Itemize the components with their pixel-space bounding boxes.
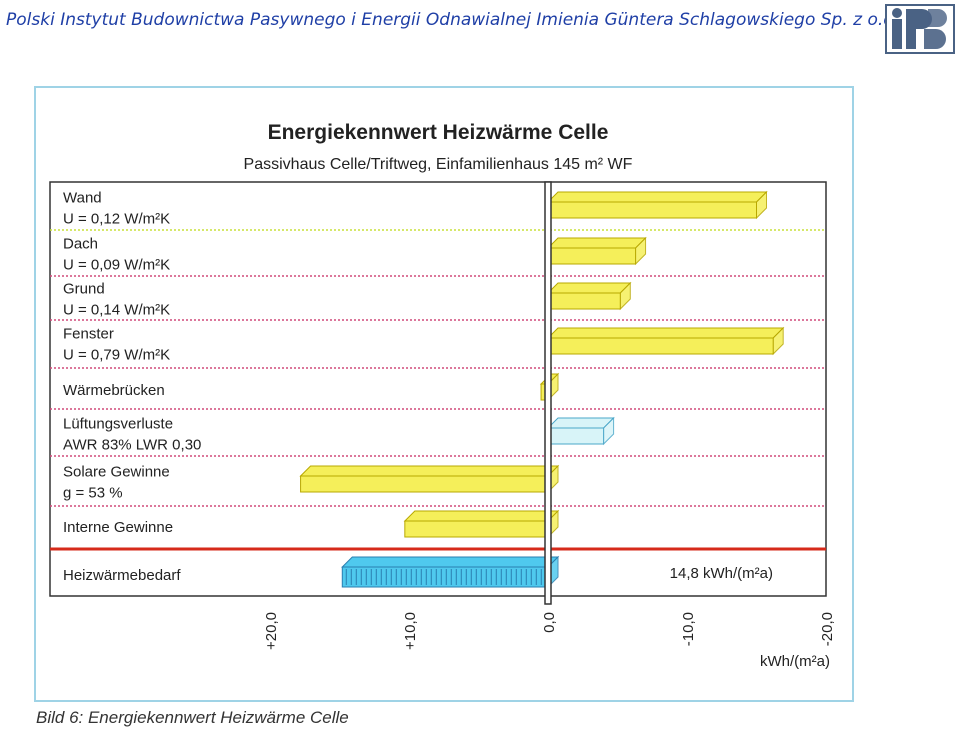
tick-label: -20,0 (819, 612, 836, 646)
bar (547, 427, 605, 445)
category-label: Solare Gewinne (63, 464, 170, 481)
ibp-logo (885, 4, 955, 54)
category-label: AWR 83% LWR 0,30 (63, 437, 201, 454)
category-label: Fenster (63, 326, 114, 343)
bar-top (341, 556, 560, 568)
bar-top (403, 510, 560, 522)
category-label: Lüftungsverluste (63, 416, 173, 433)
category-label: Grund (63, 281, 105, 298)
header-title: Polski Instytut Budownictwa Pasywnego i … (6, 10, 900, 30)
zero-axis (544, 181, 552, 605)
bar (341, 566, 549, 588)
total-label: 14,8 kWh/(m²a) (670, 565, 773, 582)
tick-label: +20,0 (263, 612, 280, 650)
bar-top (546, 237, 647, 249)
chart-title: Energiekennwert Heizwärme Celle (267, 121, 609, 144)
category-label: U = 0,14 W/m²K (63, 302, 170, 319)
category-label: Interne Gewinne (63, 519, 173, 536)
bar (547, 247, 637, 265)
tick-label: +10,0 (402, 612, 419, 650)
category-label: U = 0,79 W/m²K (63, 347, 170, 364)
category-label: g = 53 % (63, 485, 123, 502)
bar (404, 520, 549, 538)
category-label: Wand (63, 190, 102, 207)
category-label: Dach (63, 236, 98, 253)
category-label: U = 0,12 W/m²K (63, 211, 170, 228)
bar-top (299, 465, 560, 477)
figure-caption: Bild 6: Energiekennwert Heizwärme Celle (36, 708, 349, 727)
bar (547, 201, 757, 219)
bar-top (546, 191, 768, 203)
x-axis-label: kWh/(m²a) (760, 653, 830, 670)
figure-frame (34, 86, 854, 702)
bar-top (546, 327, 785, 339)
bar (547, 292, 621, 310)
bar (300, 475, 549, 493)
category-label: Wärmebrücken (63, 382, 165, 399)
plot-area (49, 181, 827, 597)
bar (547, 337, 774, 355)
bar-top (546, 282, 632, 294)
bar-top (546, 417, 615, 429)
tick-label: 0,0 (541, 612, 558, 633)
category-label: U = 0,09 W/m²K (63, 257, 170, 274)
tick-label: -10,0 (680, 612, 697, 646)
chart-subtitle: Passivhaus Celle/Triftweg, Einfamilienha… (243, 156, 633, 173)
category-label: Heizwärmebedarf (63, 567, 181, 584)
